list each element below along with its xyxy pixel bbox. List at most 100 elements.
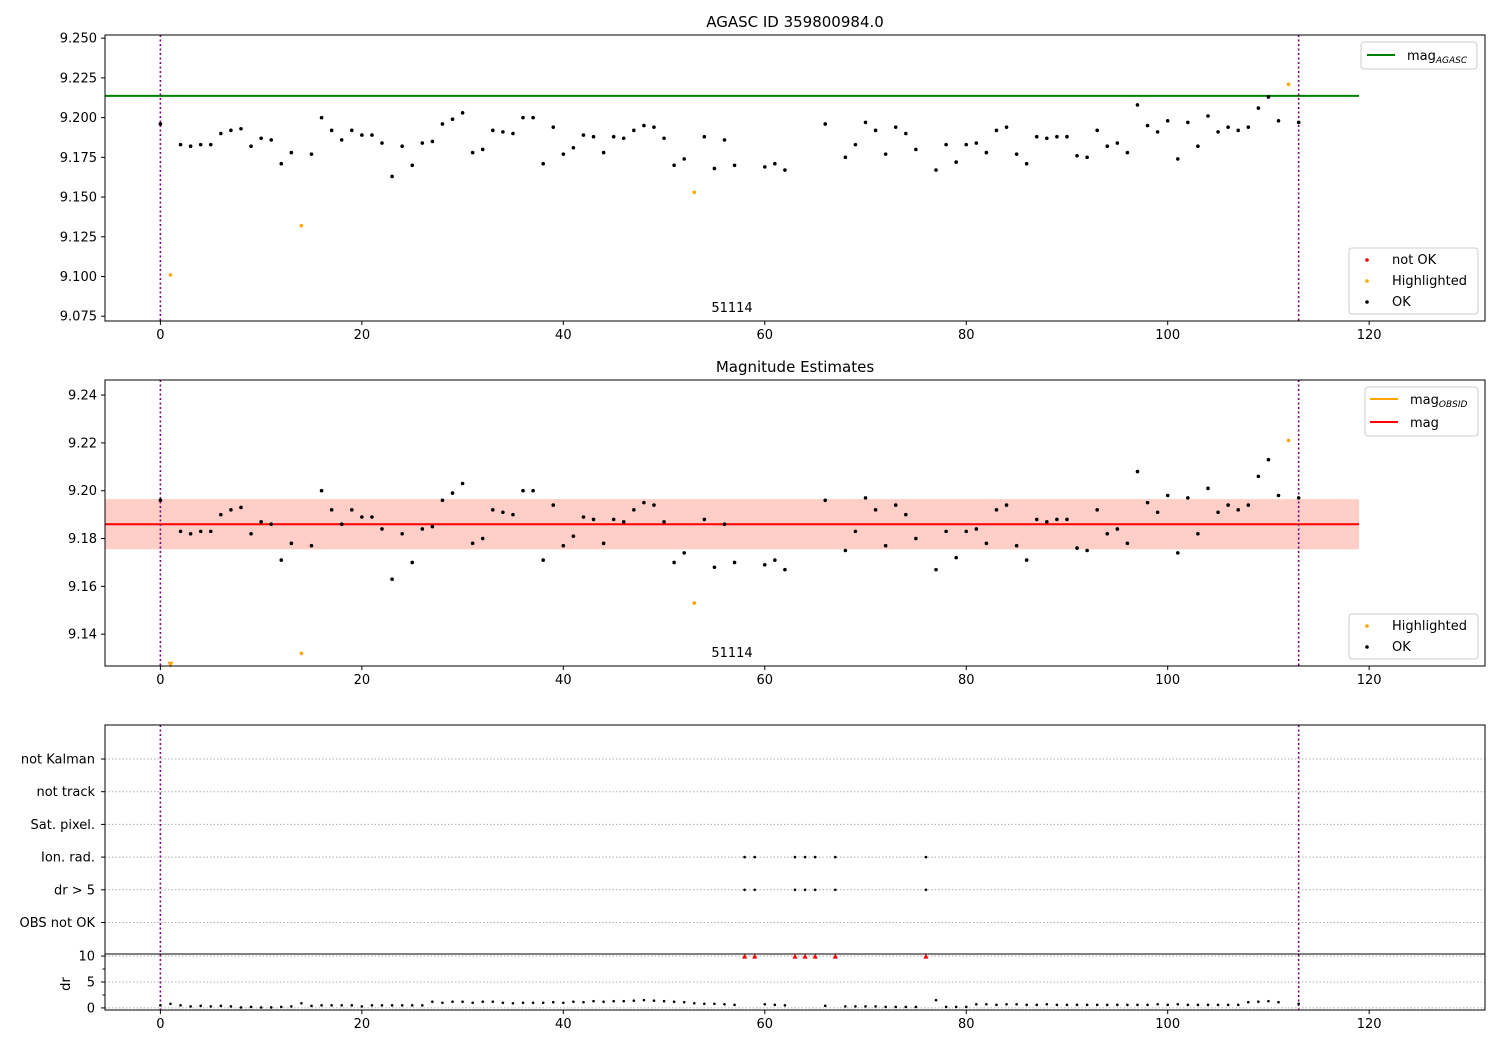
ok-point (198, 142, 203, 147)
ok-point (974, 141, 979, 145)
ok-point (1135, 469, 1140, 474)
ok-point (954, 555, 958, 560)
y-tick-label: 9.150 (60, 191, 97, 206)
ok-point (571, 534, 576, 538)
ok-point (762, 563, 767, 567)
legend2-ok-swatch (1365, 645, 1369, 649)
y-tick-label: 9.075 (60, 310, 97, 325)
ok-point (1165, 119, 1170, 123)
legend2-ok-label: OK (1392, 640, 1411, 655)
flag-point (924, 855, 928, 859)
ok-point (591, 134, 596, 139)
dr-clipped-marker (752, 953, 758, 959)
y-tick-label: 9.16 (68, 580, 97, 595)
ok-point (420, 527, 425, 531)
flag-point (813, 855, 817, 859)
panel1-x-axis: 0 20 40 60 80 100 120 (156, 321, 1382, 343)
dr-point (884, 1005, 887, 1009)
ok-point (863, 120, 868, 125)
dr-clipped-marker (812, 953, 818, 959)
ok-point (259, 520, 263, 524)
ok-point (934, 168, 938, 172)
ok-point (591, 517, 596, 522)
ok-point (309, 543, 314, 548)
flag-point (813, 888, 817, 892)
ok-point (239, 126, 243, 131)
dr-point (964, 1005, 968, 1009)
dr-point (410, 1004, 414, 1007)
ok-point (178, 142, 183, 147)
ok-point (501, 510, 505, 515)
dr-point (471, 1001, 474, 1005)
x-tick-label: 0 (156, 673, 164, 688)
ok-point (732, 163, 737, 168)
ok-point (1196, 531, 1200, 536)
dr-point (279, 1005, 283, 1009)
ok-point (1226, 125, 1230, 129)
ok-point (662, 520, 666, 524)
panel2-legend-lines: magOBSID mag (1364, 386, 1479, 437)
panel1-frame (104, 34, 1486, 322)
ok-point (249, 144, 253, 149)
ok-point (773, 558, 777, 562)
flag-point (793, 855, 797, 859)
ok-point (1145, 500, 1150, 505)
panel1-legend-points: not OK Highlighted OK (1348, 247, 1479, 315)
panel3-dr-axis: 0 5 10 (78, 950, 105, 1016)
dr-point (451, 1000, 454, 1004)
ok-point (1175, 157, 1180, 161)
ok-point (1155, 130, 1160, 134)
ok-point (259, 136, 263, 141)
ok-point (1246, 503, 1251, 507)
dr-point (612, 999, 615, 1003)
dr-point (1075, 1003, 1079, 1007)
dr-point (340, 1004, 344, 1007)
ok-point (964, 142, 969, 147)
ok-point (1135, 103, 1140, 107)
dr-point (1126, 1003, 1129, 1007)
ok-point (360, 515, 364, 519)
dr-clipped-marker (832, 953, 838, 959)
dr-point (1216, 1003, 1220, 1007)
panel2-annotation: 51114 (711, 646, 752, 661)
dr-clipped-marker (792, 953, 798, 959)
dr-point (1045, 1002, 1049, 1006)
flag-point (743, 888, 746, 892)
dr-point (582, 1000, 585, 1004)
ok-point (1296, 496, 1301, 500)
ok-point (188, 531, 193, 536)
dr-point (692, 1001, 696, 1005)
dr-point (1146, 1003, 1149, 1007)
ok-point (914, 536, 918, 541)
dr-point (904, 1005, 908, 1009)
highlighted-point (692, 190, 697, 195)
dr-point (823, 1004, 827, 1008)
ok-point (712, 166, 717, 171)
ok-point (873, 508, 878, 512)
ok-point (1004, 503, 1009, 507)
panel3-x-axis: 0 20 40 60 80 100 120 (156, 1010, 1382, 1032)
dr-point (461, 1000, 464, 1004)
dr-point (995, 1003, 998, 1007)
legend-ok-swatch (1365, 300, 1369, 304)
ok-point (934, 567, 938, 572)
ok-point (904, 512, 908, 517)
ok-point (1226, 503, 1230, 507)
ok-point (400, 144, 404, 149)
ok-point (158, 122, 163, 126)
dr-point (310, 1004, 313, 1008)
dr-point (713, 1002, 716, 1006)
dr-point (864, 1005, 867, 1008)
dr-point (1226, 1003, 1230, 1007)
ok-point (1196, 144, 1200, 149)
panel1-y-axis: 9.075 9.100 9.125 9.150 9.175 9.200 9.225 9.250 (60, 32, 105, 325)
ok-point (984, 150, 989, 155)
flag-label: not track (36, 785, 95, 800)
ok-point (1004, 125, 1009, 129)
ok-point (1216, 510, 1220, 515)
ok-point (390, 174, 394, 179)
ok-point (370, 515, 374, 519)
x-tick-label: 0 (156, 1017, 164, 1032)
dr-point (159, 1004, 162, 1007)
ok-point (783, 567, 787, 572)
